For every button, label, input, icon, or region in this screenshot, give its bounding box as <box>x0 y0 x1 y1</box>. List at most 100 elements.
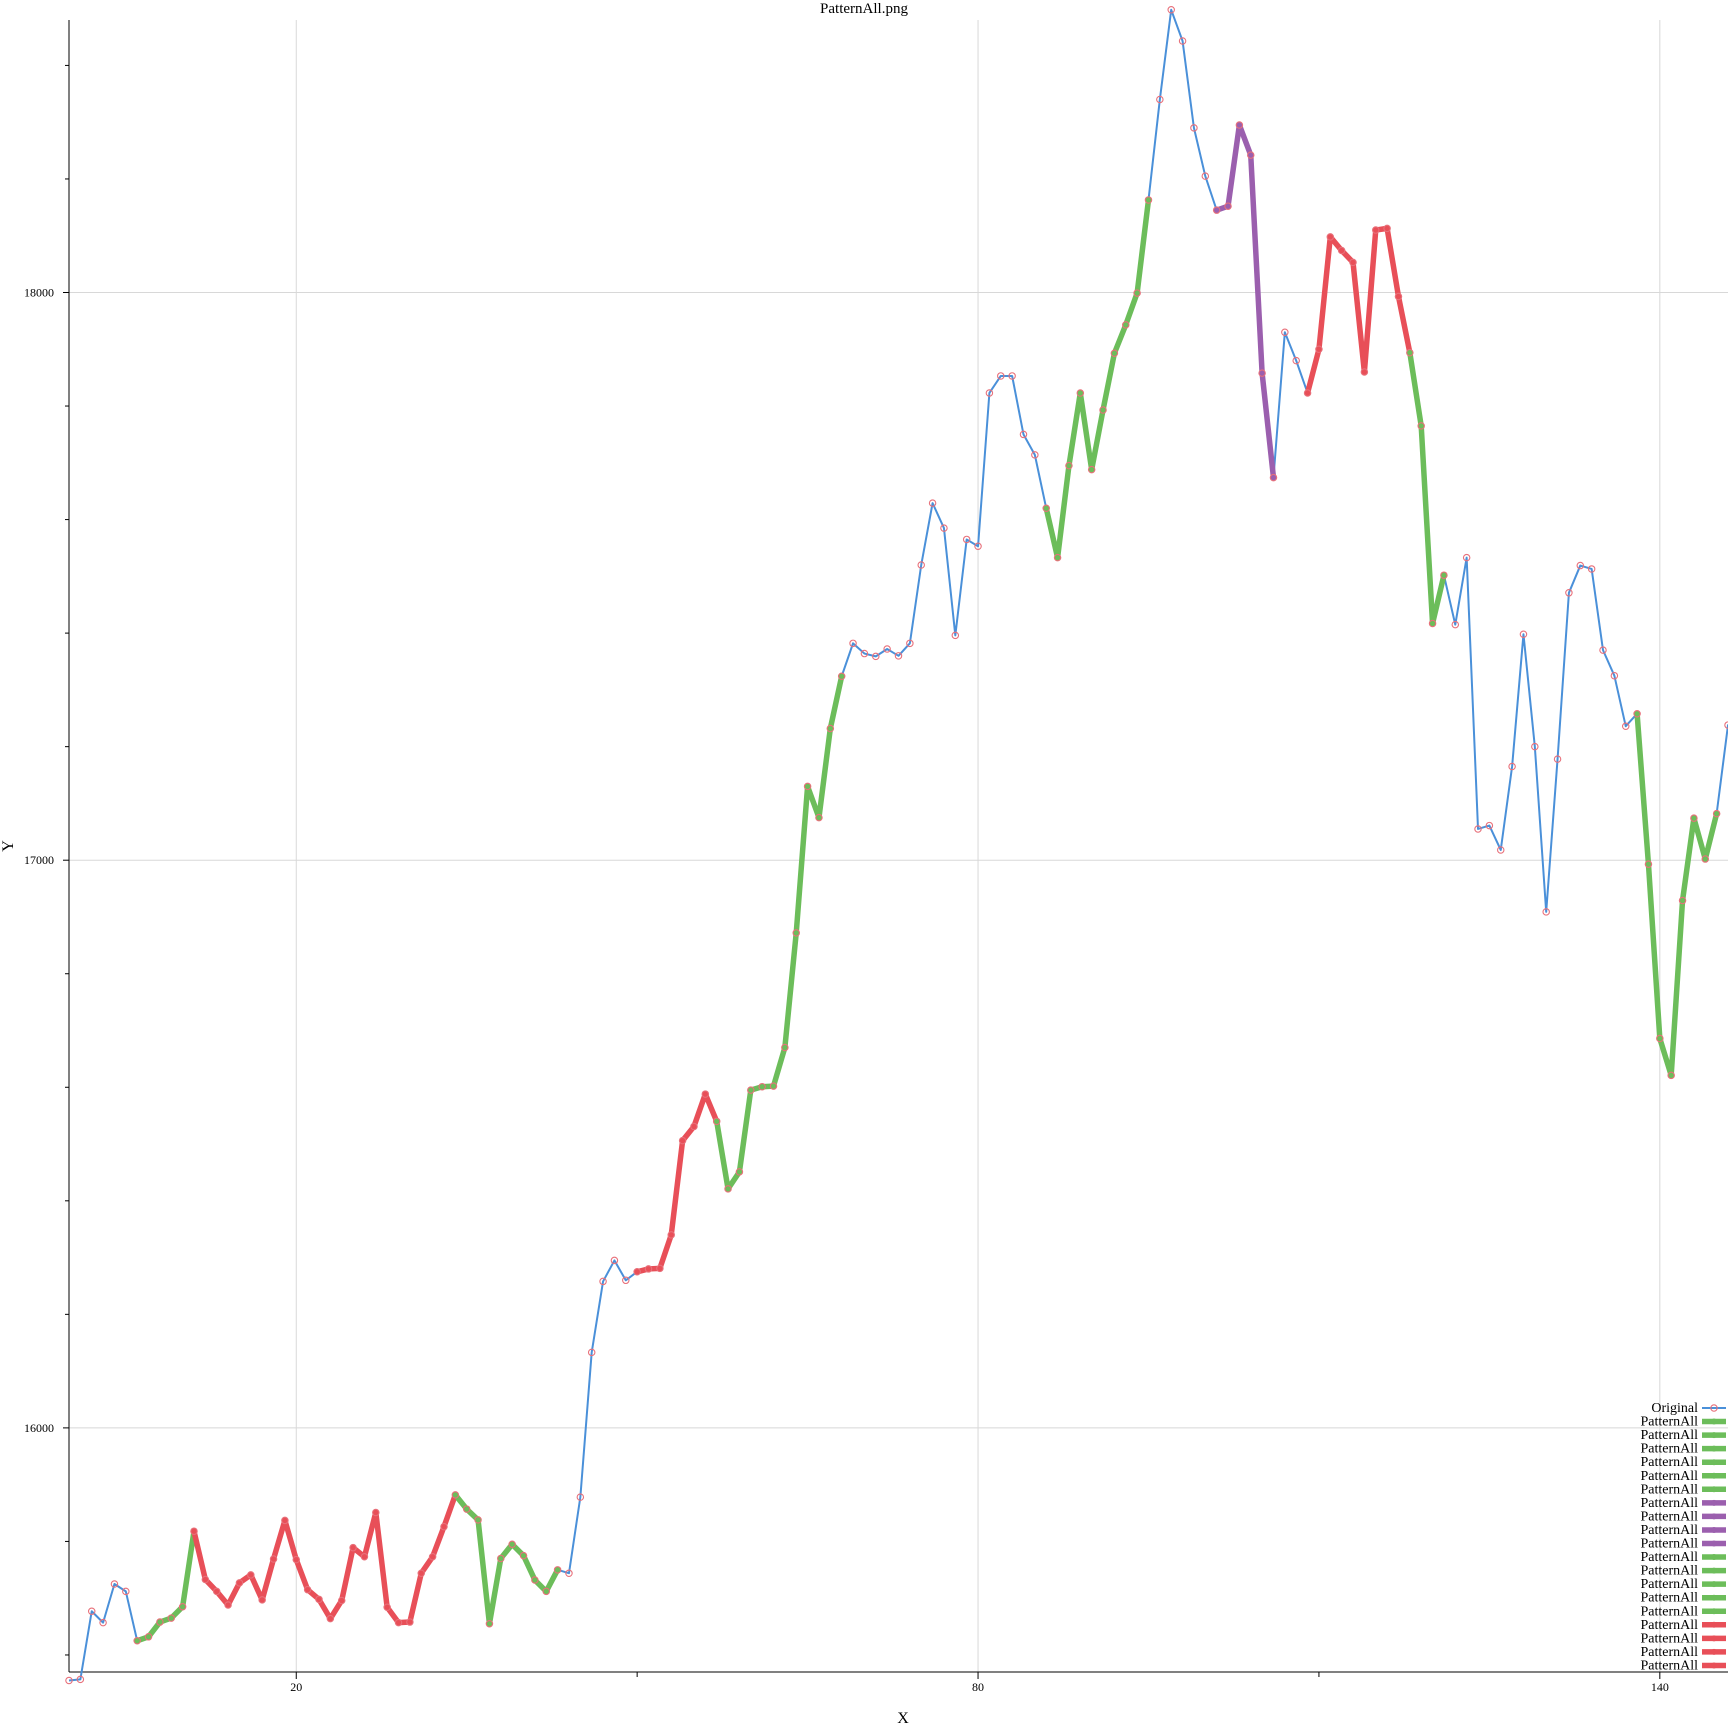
original-point <box>1531 742 1539 751</box>
pattern-point <box>1304 389 1311 396</box>
pattern-point <box>1350 259 1357 266</box>
legend-label: Original <box>1651 1401 1698 1416</box>
original-point <box>508 1540 516 1549</box>
pattern-point <box>679 1137 686 1144</box>
pattern-point <box>145 1633 152 1640</box>
legend-swatch-marker <box>1711 1472 1717 1479</box>
legend-swatch-marker <box>1711 1581 1717 1588</box>
original-point <box>1008 372 1016 380</box>
pattern-point <box>315 1596 322 1603</box>
legend-label: PatternAll <box>1640 1523 1698 1538</box>
legend-label: PatternAll <box>1640 1442 1698 1457</box>
pattern-point <box>1384 225 1391 232</box>
pattern-point <box>1361 368 1368 375</box>
original-point <box>1394 292 1403 301</box>
pattern-point <box>668 1231 675 1238</box>
pattern-point <box>395 1619 402 1626</box>
original-point <box>1656 1034 1664 1043</box>
pattern-point <box>793 929 800 936</box>
pattern-point <box>1440 572 1447 579</box>
original-point <box>1496 846 1505 854</box>
original-point <box>303 1585 312 1594</box>
pattern-point <box>645 1265 652 1272</box>
original-point <box>1156 95 1164 104</box>
x-tick-label: 140 <box>1651 1680 1669 1694</box>
original-point <box>406 1618 414 1626</box>
pattern-point <box>770 1083 777 1090</box>
pattern-segment-line <box>1407 349 1447 627</box>
pattern-point <box>1122 321 1129 328</box>
original-point <box>587 1348 596 1357</box>
original-series-line <box>68 8 1728 1682</box>
original-point <box>337 1596 346 1605</box>
pattern-point <box>463 1506 470 1513</box>
original-point <box>1701 855 1710 863</box>
original-point <box>962 535 971 544</box>
original-point <box>485 1619 494 1628</box>
legend-swatch-marker <box>1711 1445 1717 1452</box>
pattern-segment-line <box>713 673 845 1192</box>
pattern-point <box>1247 152 1254 159</box>
original-point <box>360 1553 369 1561</box>
legend-swatch-marker <box>1711 1526 1717 1533</box>
x-axis-label: X <box>897 1710 909 1727</box>
pattern-point <box>168 1615 175 1622</box>
original-point <box>281 1516 289 1525</box>
pattern-point <box>179 1603 186 1610</box>
legend-swatch-marker <box>1711 1648 1717 1655</box>
pattern-point <box>804 783 811 790</box>
original-point <box>212 1587 221 1596</box>
legend-label: PatternAll <box>1640 1645 1698 1660</box>
original-point <box>826 724 835 733</box>
original-point <box>1281 328 1289 336</box>
pattern-segment-line <box>1304 225 1413 396</box>
pattern-point <box>690 1123 697 1130</box>
original-point <box>1474 825 1482 833</box>
original-point <box>678 1136 687 1145</box>
pattern-point <box>520 1552 527 1559</box>
original-point <box>769 1082 778 1090</box>
pattern-point <box>236 1579 243 1586</box>
original-point <box>690 1122 698 1131</box>
pattern-point <box>1259 370 1266 377</box>
pattern-point <box>259 1596 266 1603</box>
original-point <box>1087 465 1096 474</box>
series <box>65 6 1728 1685</box>
pattern-point <box>1145 196 1152 203</box>
legend-swatch-marker <box>1711 1621 1717 1628</box>
x-tick-label: 80 <box>972 1680 984 1694</box>
pattern-point <box>1713 810 1720 817</box>
legend-label: PatternAll <box>1640 1564 1698 1579</box>
pattern-point <box>190 1528 197 1535</box>
original-point <box>1326 233 1335 241</box>
original-point <box>633 1268 641 1276</box>
original-point <box>349 1543 357 1552</box>
original-point <box>1360 368 1369 376</box>
legend-label: PatternAll <box>1640 1509 1698 1524</box>
original-point <box>781 1043 789 1052</box>
pattern-point <box>543 1588 550 1595</box>
original-point <box>531 1576 539 1584</box>
pattern-point <box>281 1517 288 1524</box>
original-point <box>1678 896 1687 905</box>
pattern-point <box>429 1553 436 1560</box>
y-tick-label: 18000 <box>24 285 54 299</box>
original-point <box>1235 121 1244 129</box>
original-point <box>1167 6 1175 14</box>
original-point <box>315 1595 323 1604</box>
original-point <box>1247 151 1255 159</box>
pattern-point <box>361 1553 368 1560</box>
original-point <box>1565 589 1573 597</box>
original-point <box>1178 37 1187 45</box>
original-point <box>724 1185 732 1193</box>
legend-label: PatternAll <box>1640 1537 1698 1552</box>
legend: OriginalPatternAllPatternAllPatternAllPa… <box>1640 1401 1726 1673</box>
original-point <box>622 1276 630 1285</box>
pattern-point <box>1213 207 1220 214</box>
original-point <box>1190 124 1198 132</box>
pattern-segment-line <box>1213 122 1277 481</box>
original-point <box>1019 430 1028 439</box>
pattern-point <box>156 1619 163 1626</box>
original-point <box>497 1554 505 1563</box>
pattern-point <box>781 1044 788 1051</box>
